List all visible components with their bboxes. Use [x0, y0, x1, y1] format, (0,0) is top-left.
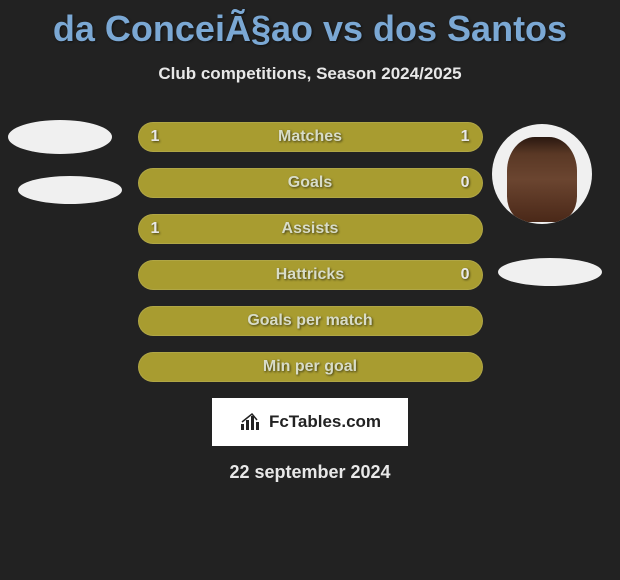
stat-row-goals-per-match: Goals per match — [138, 306, 483, 336]
subtitle: Club competitions, Season 2024/2025 — [0, 64, 620, 84]
stat-label: Assists — [282, 220, 339, 238]
stat-label: Min per goal — [263, 358, 357, 376]
stat-label: Goals — [288, 174, 332, 192]
stat-right-value: 0 — [461, 266, 470, 284]
stat-right-value: 0 — [461, 174, 470, 192]
stat-row-goals: Goals 0 — [138, 168, 483, 198]
stat-left-value: 1 — [151, 128, 160, 146]
footer-date: 22 september 2024 — [0, 462, 620, 483]
stat-right-value: 1 — [461, 128, 470, 146]
brand-badge: FcTables.com — [212, 398, 408, 446]
stat-label: Matches — [278, 128, 342, 146]
stats-container: 1 Matches 1 Goals 0 1 Assists Hattricks … — [0, 122, 620, 382]
stat-left-value: 1 — [151, 220, 160, 238]
stat-label: Hattricks — [276, 266, 344, 284]
stat-row-hattricks: Hattricks 0 — [138, 260, 483, 290]
stat-row-matches: 1 Matches 1 — [138, 122, 483, 152]
brand-text: FcTables.com — [269, 412, 381, 432]
stat-row-assists: 1 Assists — [138, 214, 483, 244]
chart-icon — [239, 412, 263, 432]
page-title: da ConceiÃ§ao vs dos Santos — [0, 0, 620, 50]
stat-row-min-per-goal: Min per goal — [138, 352, 483, 382]
stat-label: Goals per match — [247, 312, 372, 330]
